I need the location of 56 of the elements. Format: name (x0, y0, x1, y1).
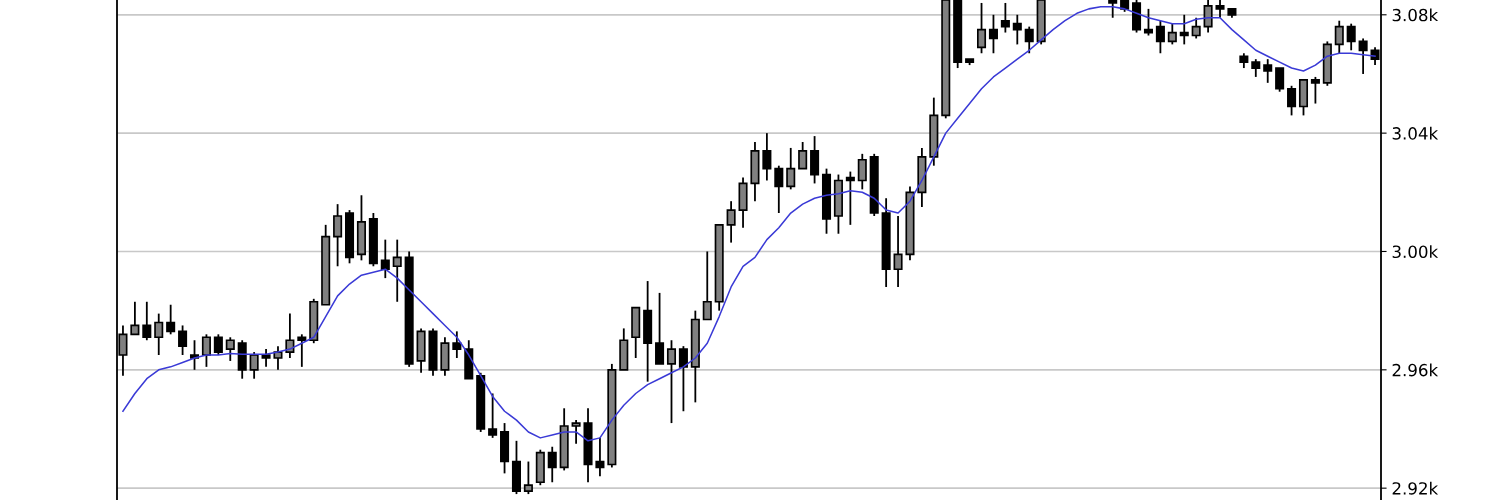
candlestick (285, 312, 295, 359)
candlestick (1143, 7, 1154, 37)
candlestick (178, 324, 188, 356)
candlestick (201, 333, 211, 368)
candlestick (798, 141, 808, 170)
candlestick (1358, 37, 1368, 75)
candlestick (762, 132, 772, 182)
candlestick (333, 203, 343, 268)
candlestick (225, 336, 235, 362)
candlestick (488, 392, 498, 439)
candlestick (1334, 19, 1344, 55)
candlestick (273, 345, 283, 371)
candlestick (1191, 16, 1201, 40)
candlestick (1179, 13, 1189, 46)
candlestick (1203, 0, 1213, 34)
candlestick (845, 170, 855, 226)
candlestick (142, 300, 152, 342)
candlestick (249, 351, 259, 380)
candlestick (786, 147, 796, 191)
candlestick (452, 330, 462, 359)
candlestick (571, 419, 581, 445)
candlestick (702, 250, 712, 321)
candlestick (678, 345, 688, 413)
candlestick (1287, 84, 1297, 117)
y-tick-label: 2.92k (1392, 481, 1439, 495)
candlestick (988, 13, 998, 55)
candlestick (166, 303, 176, 336)
y-tick-label: 3.04k (1392, 126, 1439, 140)
candlestick (1346, 22, 1356, 52)
candlestick (130, 300, 140, 336)
candlestick (810, 135, 820, 185)
candlestick (726, 200, 736, 244)
candlestick (976, 2, 987, 55)
candlestick (213, 333, 223, 356)
candlestick (1155, 19, 1165, 55)
candlestick (1310, 76, 1320, 105)
candlestick (1024, 25, 1034, 55)
candlestick (1263, 58, 1273, 84)
candlestick (523, 460, 533, 495)
candlestick (595, 436, 605, 478)
candlestick (297, 333, 307, 368)
y-tick-label: 3.00k (1392, 245, 1439, 259)
candlestick (1167, 22, 1177, 46)
y-tick-label: 2.96k (1392, 363, 1439, 377)
y-tick-label: 3.08k (1392, 8, 1439, 22)
candlestick (392, 238, 402, 303)
candlestick (547, 445, 557, 484)
candlestick (774, 164, 784, 214)
candlestick (1275, 67, 1285, 93)
candlestick (154, 312, 164, 356)
candlestick (655, 291, 665, 365)
candlestick (1012, 13, 1022, 46)
candlestick (1000, 2, 1010, 34)
candlestick (666, 339, 677, 424)
candlestick (893, 215, 903, 288)
candlestick (857, 152, 867, 191)
